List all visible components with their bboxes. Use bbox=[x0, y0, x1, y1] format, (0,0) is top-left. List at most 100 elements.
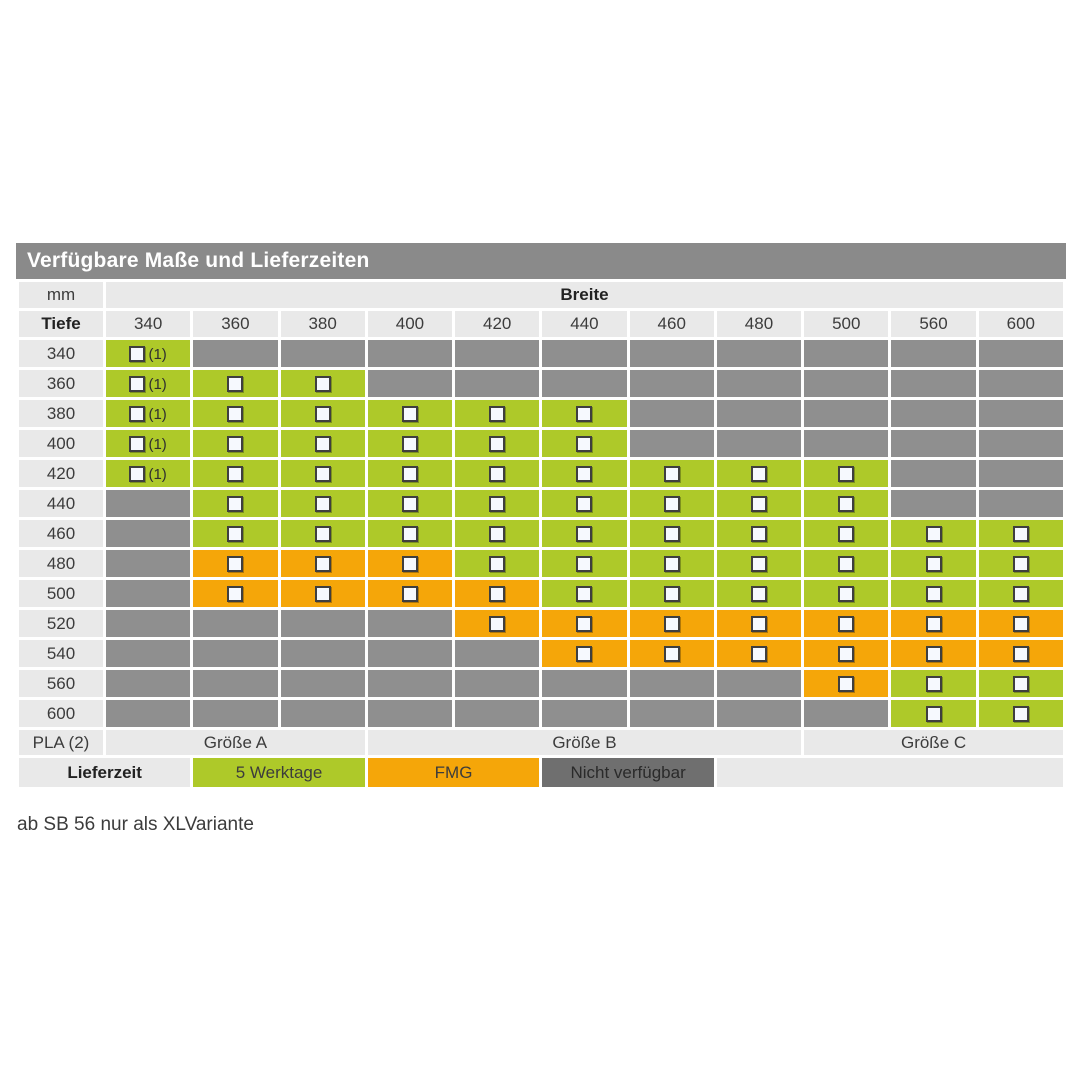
size-checkbox[interactable] bbox=[227, 436, 244, 453]
avail-cell-gray bbox=[716, 340, 802, 367]
size-checkbox[interactable] bbox=[750, 586, 767, 603]
size-checkbox[interactable] bbox=[129, 376, 146, 393]
size-checkbox[interactable] bbox=[925, 646, 942, 663]
size-checkbox[interactable] bbox=[925, 556, 942, 573]
size-checkbox[interactable] bbox=[925, 706, 942, 723]
size-checkbox[interactable] bbox=[489, 616, 506, 633]
size-checkbox[interactable] bbox=[227, 586, 244, 603]
size-checkbox[interactable] bbox=[576, 406, 593, 423]
size-checkbox[interactable] bbox=[401, 496, 418, 513]
size-checkbox[interactable] bbox=[925, 526, 942, 543]
size-checkbox[interactable] bbox=[1012, 556, 1029, 573]
size-checkbox[interactable] bbox=[314, 556, 331, 573]
size-checkbox[interactable] bbox=[314, 406, 331, 423]
size-checkbox[interactable] bbox=[129, 466, 146, 483]
table-row-tiefe-380: 380 (1) bbox=[19, 400, 1063, 427]
avail-cell-green bbox=[193, 370, 278, 397]
size-checkbox[interactable] bbox=[838, 646, 855, 663]
avail-cell-gray bbox=[280, 670, 365, 697]
size-checkbox[interactable] bbox=[227, 496, 244, 513]
size-checkbox[interactable] bbox=[750, 496, 767, 513]
size-checkbox[interactable] bbox=[314, 586, 331, 603]
size-checkbox[interactable] bbox=[750, 646, 767, 663]
avail-cell-green bbox=[367, 430, 453, 457]
avail-cell-green bbox=[804, 550, 889, 577]
size-checkbox[interactable] bbox=[227, 406, 244, 423]
size-checkbox[interactable] bbox=[314, 436, 331, 453]
avail-cell-green bbox=[455, 520, 540, 547]
avail-cell-orange bbox=[193, 550, 278, 577]
size-checkbox[interactable] bbox=[925, 616, 942, 633]
size-checkbox[interactable] bbox=[129, 436, 146, 453]
avail-cell-green bbox=[367, 460, 453, 487]
size-checkbox[interactable] bbox=[401, 436, 418, 453]
avail-cell-orange bbox=[367, 580, 453, 607]
avail-cell-orange bbox=[455, 580, 540, 607]
size-checkbox[interactable] bbox=[314, 376, 331, 393]
size-checkbox[interactable] bbox=[838, 616, 855, 633]
size-checkbox[interactable] bbox=[1012, 616, 1029, 633]
size-checkbox[interactable] bbox=[576, 646, 593, 663]
size-checkbox[interactable] bbox=[663, 616, 680, 633]
size-checkbox[interactable] bbox=[576, 526, 593, 543]
size-checkbox[interactable] bbox=[663, 646, 680, 663]
size-checkbox[interactable] bbox=[489, 406, 506, 423]
avail-cell-gray bbox=[106, 700, 191, 727]
size-checkbox[interactable] bbox=[750, 556, 767, 573]
size-checkbox[interactable] bbox=[838, 496, 855, 513]
size-checkbox[interactable] bbox=[489, 436, 506, 453]
size-checkbox[interactable] bbox=[750, 466, 767, 483]
size-checkbox[interactable] bbox=[227, 556, 244, 573]
size-checkbox[interactable] bbox=[925, 676, 942, 693]
avail-cell-gray bbox=[455, 700, 540, 727]
size-checkbox[interactable] bbox=[227, 466, 244, 483]
size-checkbox[interactable] bbox=[838, 556, 855, 573]
size-checkbox[interactable] bbox=[1012, 706, 1029, 723]
avail-cell-green bbox=[280, 370, 365, 397]
size-checkbox[interactable] bbox=[314, 526, 331, 543]
size-checkbox[interactable] bbox=[489, 496, 506, 513]
size-checkbox[interactable] bbox=[1012, 646, 1029, 663]
size-checkbox[interactable] bbox=[576, 556, 593, 573]
size-checkbox[interactable] bbox=[576, 436, 593, 453]
size-checkbox[interactable] bbox=[838, 526, 855, 543]
size-checkbox[interactable] bbox=[401, 556, 418, 573]
size-checkbox[interactable] bbox=[838, 586, 855, 603]
size-checkbox[interactable] bbox=[227, 376, 244, 393]
size-checkbox[interactable] bbox=[314, 466, 331, 483]
size-checkbox[interactable] bbox=[663, 586, 680, 603]
col-header-500: 500 bbox=[804, 311, 889, 337]
avail-cell-green bbox=[542, 430, 627, 457]
size-checkbox[interactable] bbox=[750, 616, 767, 633]
size-checkbox[interactable] bbox=[838, 466, 855, 483]
size-checkbox[interactable] bbox=[1012, 586, 1029, 603]
size-checkbox[interactable] bbox=[129, 346, 146, 363]
size-checkbox[interactable] bbox=[576, 466, 593, 483]
size-checkbox[interactable] bbox=[227, 526, 244, 543]
avail-cell-gray bbox=[106, 520, 191, 547]
size-checkbox[interactable] bbox=[663, 496, 680, 513]
size-checkbox[interactable] bbox=[1012, 676, 1029, 693]
size-checkbox[interactable] bbox=[576, 616, 593, 633]
size-checkbox[interactable] bbox=[663, 526, 680, 543]
size-checkbox[interactable] bbox=[489, 586, 506, 603]
size-checkbox[interactable] bbox=[401, 406, 418, 423]
avail-cell-orange bbox=[280, 550, 365, 577]
size-checkbox[interactable] bbox=[401, 466, 418, 483]
size-checkbox[interactable] bbox=[1012, 526, 1029, 543]
size-checkbox[interactable] bbox=[663, 556, 680, 573]
size-checkbox[interactable] bbox=[576, 586, 593, 603]
size-checkbox[interactable] bbox=[489, 466, 506, 483]
size-checkbox[interactable] bbox=[750, 526, 767, 543]
size-checkbox[interactable] bbox=[489, 526, 506, 543]
legend-row: Lieferzeit 5 Werktage FMG Nicht verfügbar bbox=[19, 758, 1063, 787]
size-checkbox[interactable] bbox=[401, 526, 418, 543]
size-checkbox[interactable] bbox=[576, 496, 593, 513]
size-checkbox[interactable] bbox=[489, 556, 506, 573]
size-checkbox[interactable] bbox=[129, 406, 146, 423]
size-checkbox[interactable] bbox=[838, 676, 855, 693]
size-checkbox[interactable] bbox=[314, 496, 331, 513]
size-checkbox[interactable] bbox=[925, 586, 942, 603]
size-checkbox[interactable] bbox=[401, 586, 418, 603]
size-checkbox[interactable] bbox=[663, 466, 680, 483]
